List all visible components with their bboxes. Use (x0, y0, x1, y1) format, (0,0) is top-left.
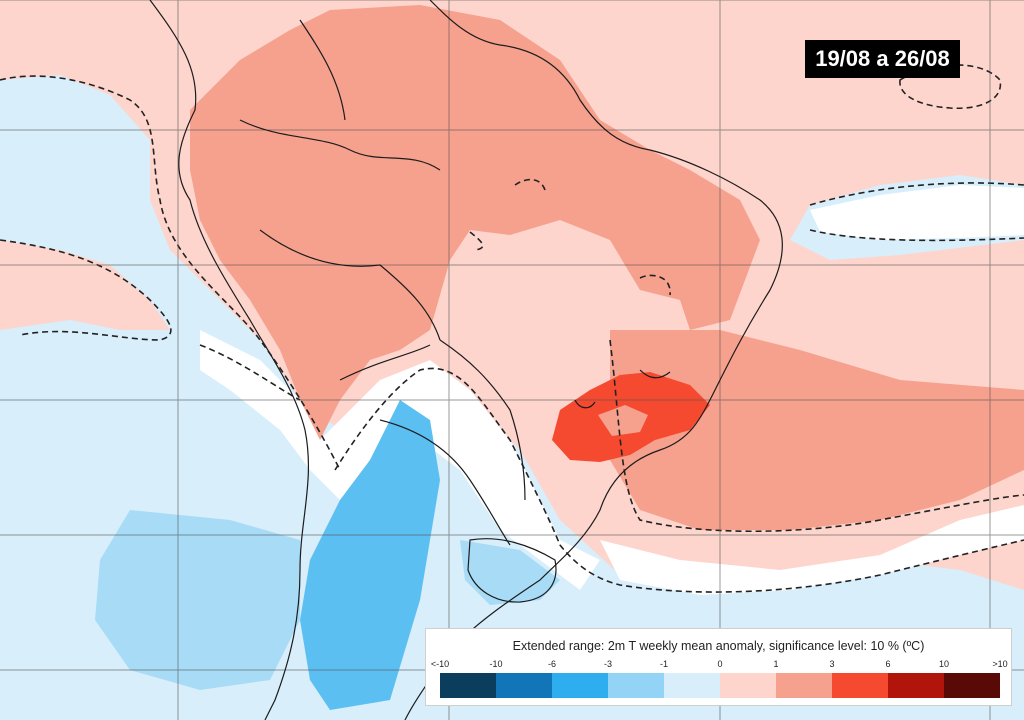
legend-swatch (776, 673, 832, 698)
significance-contours (0, 64, 1024, 593)
legend-tick: -6 (547, 659, 557, 669)
legend-swatch (552, 673, 608, 698)
legend-title: Extended range: 2m T weekly mean anomaly… (512, 639, 925, 653)
date-range-badge: 19/08 a 26/08 (805, 40, 960, 78)
anomaly-region-blue-light (95, 510, 300, 690)
anomaly-region-salmon-ocean (610, 330, 1024, 530)
legend-swatch (496, 673, 552, 698)
legend-color-bar (440, 673, 1000, 698)
anomaly-region-west-pale (0, 240, 170, 330)
legend-swatch (888, 673, 944, 698)
legend-swatch (944, 673, 1000, 698)
legend-tick: 0 (717, 659, 723, 669)
anomaly-region-blue (300, 400, 440, 710)
legend-swatch (832, 673, 888, 698)
legend: Extended range: 2m T weekly mean anomaly… (425, 628, 1012, 706)
legend-tick: -10 (489, 659, 503, 669)
legend-tick: -1 (659, 659, 669, 669)
legend-swatch (608, 673, 664, 698)
legend-tick: 1 (773, 659, 779, 669)
anomaly-region-red-inner (598, 405, 648, 436)
legend-tick: 3 (829, 659, 835, 669)
legend-ticks: <-10 -10 -6 -3 -1 0 1 3 6 10 >10 (426, 659, 1011, 671)
anomaly-region-blue-light-2 (460, 540, 560, 605)
legend-swatch (440, 673, 496, 698)
legend-tick: -3 (603, 659, 613, 669)
legend-tick: 10 (938, 659, 950, 669)
anomaly-region-neutral-ne (810, 185, 1024, 240)
legend-tick: 6 (885, 659, 891, 669)
legend-tick: <-10 (430, 659, 450, 669)
anomaly-region-salmon (190, 5, 760, 440)
coastline-and-borders (149, 0, 783, 720)
anomaly-region-neutral-east (600, 505, 1024, 595)
anomaly-region-neutral (200, 330, 600, 590)
legend-swatch (720, 673, 776, 698)
legend-swatch (664, 673, 720, 698)
legend-tick: >10 (992, 659, 1008, 669)
